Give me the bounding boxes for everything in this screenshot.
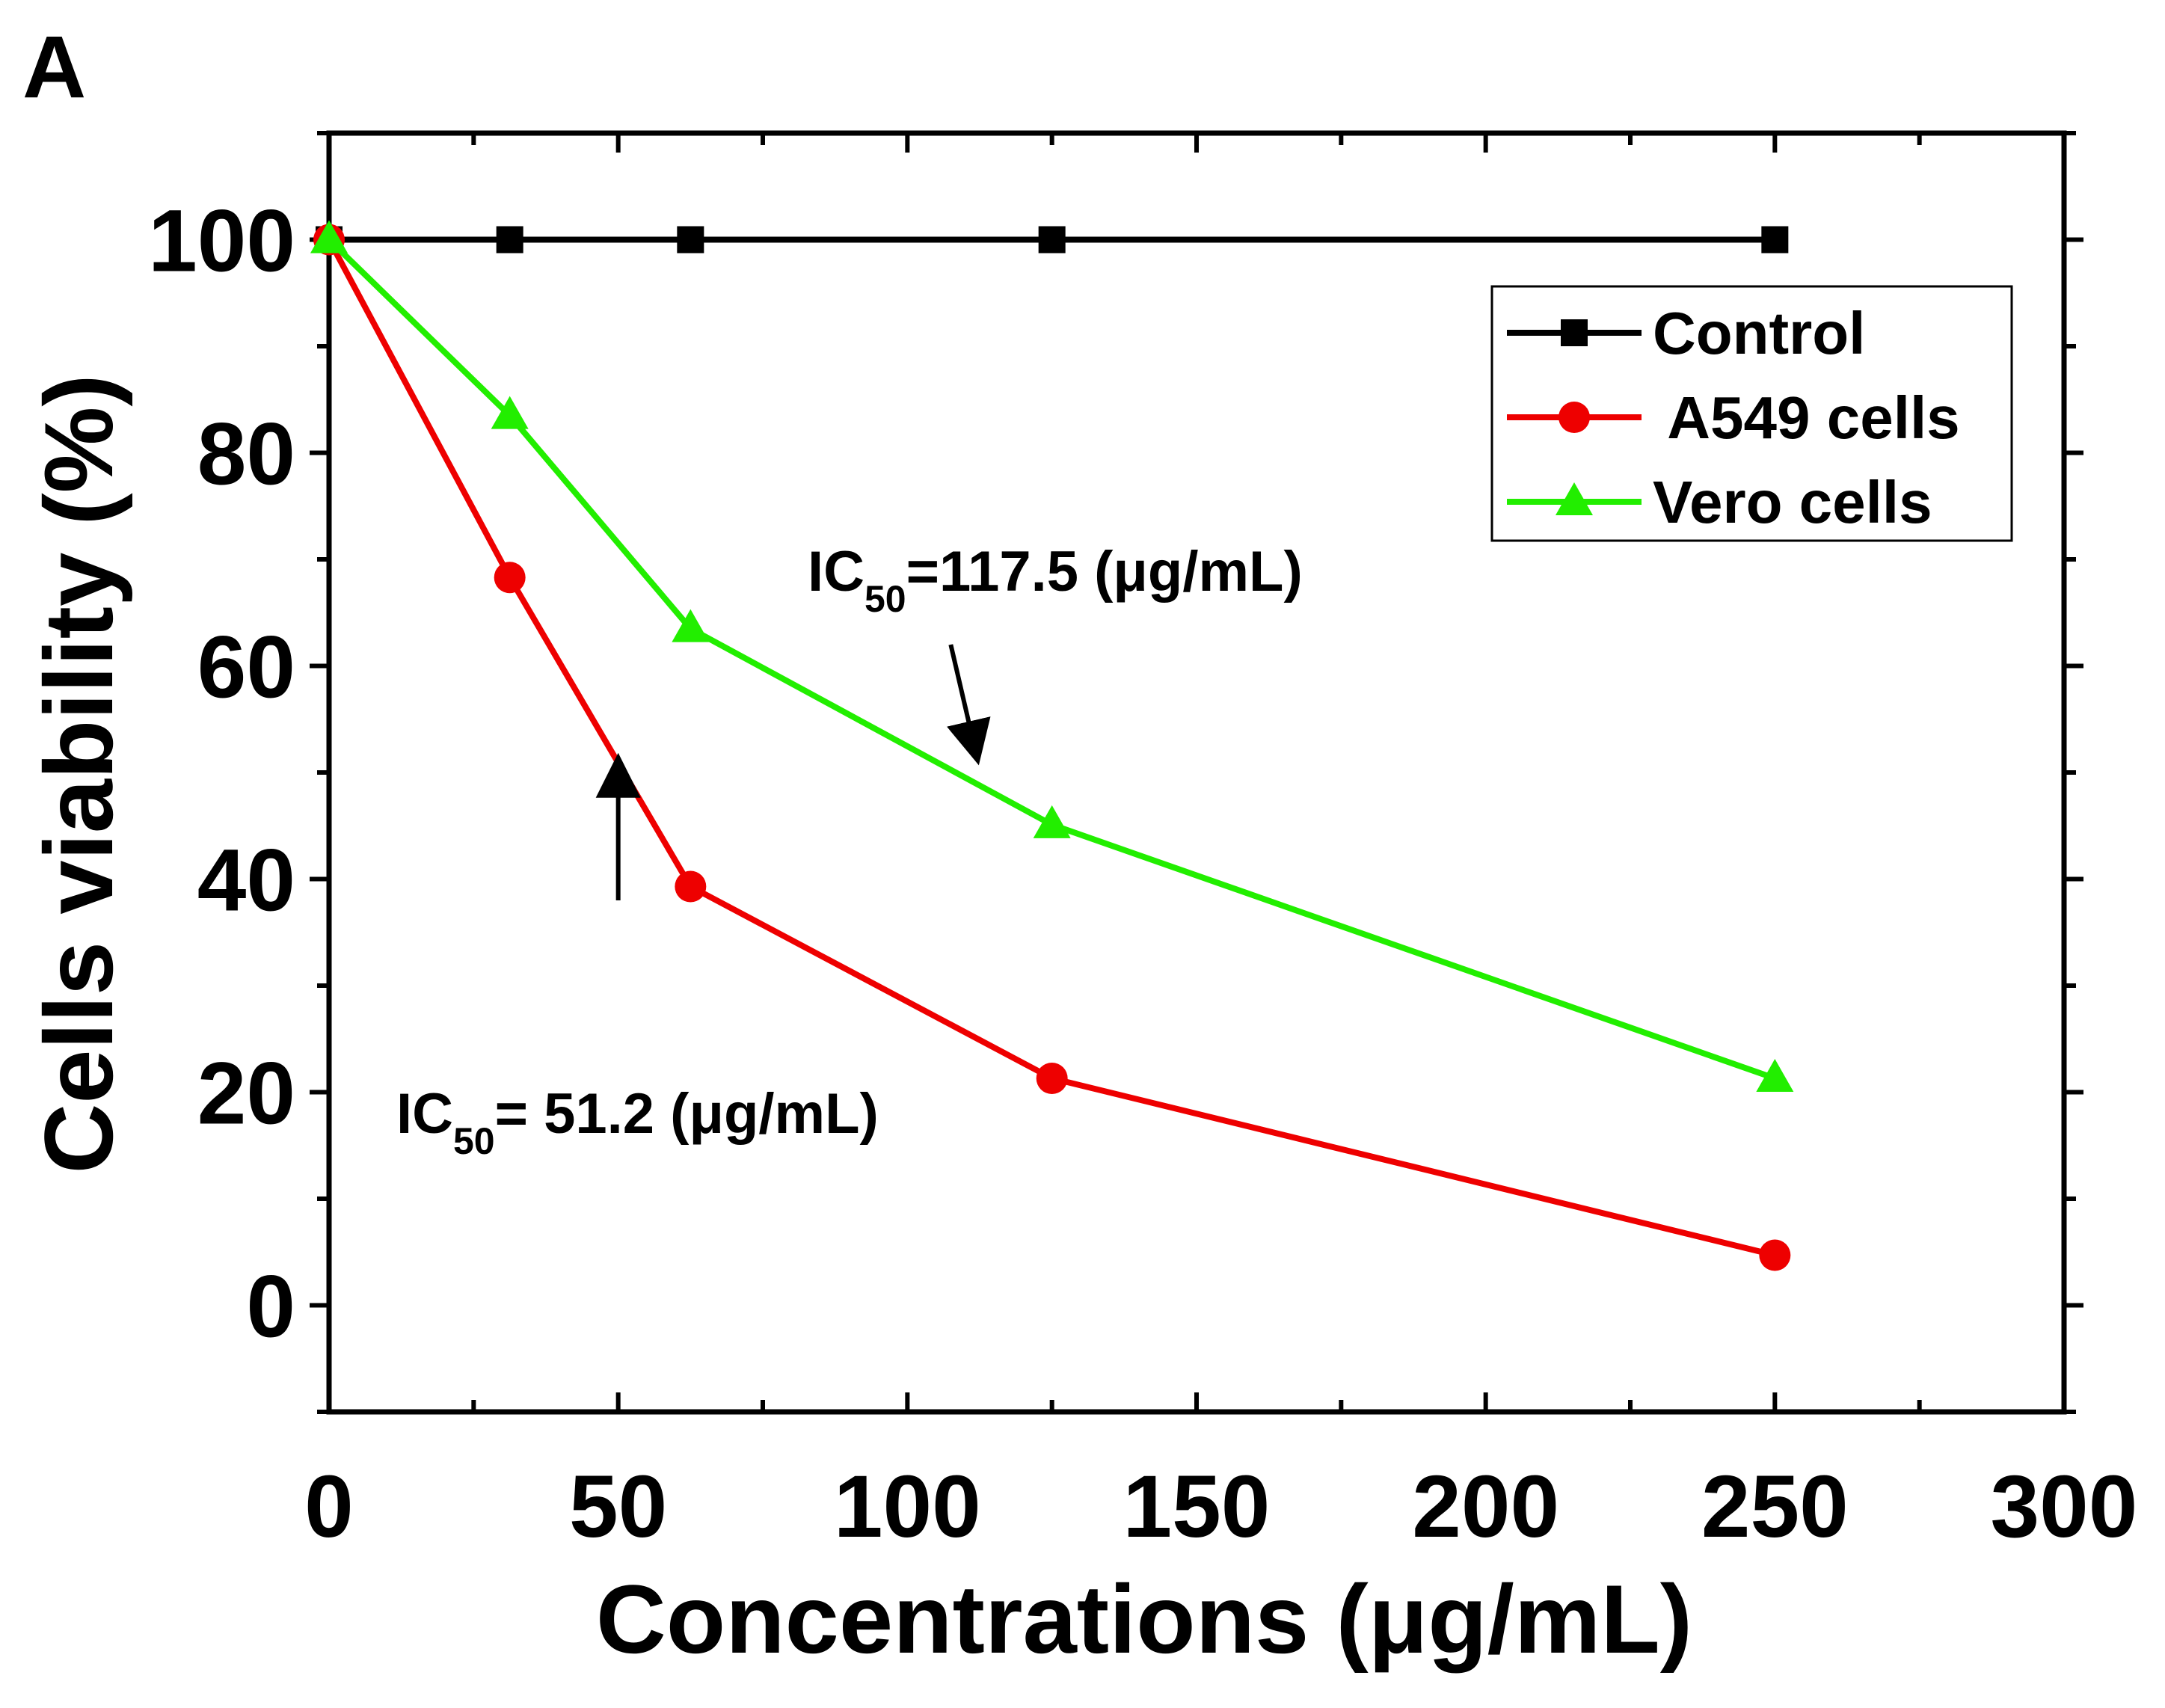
data-point [1759, 1239, 1791, 1271]
data-point [494, 562, 526, 594]
data-point [310, 220, 348, 254]
series-layer [310, 220, 1794, 1271]
y-tick-label: 100 [148, 192, 295, 291]
legend-label: Control [1653, 300, 1865, 366]
data-point [675, 870, 707, 903]
legend-marker [1559, 402, 1590, 433]
x-tick-label: 200 [1412, 1457, 1559, 1556]
ic50-value: =117.5 (μg/mL) [906, 540, 1303, 603]
annotations: IC50=117.5 (μg/mL)IC50= 51.2 (μg/mL) [396, 540, 1303, 1162]
ic50-subscript: 50 [453, 1120, 495, 1162]
legend-marker [1556, 482, 1593, 515]
data-point [1033, 805, 1071, 838]
series-2 [310, 220, 1794, 1092]
ic50-prefix: IC [396, 1082, 453, 1146]
data-point [672, 609, 710, 642]
ic50-annotation: IC50=117.5 (μg/mL) [808, 540, 1303, 766]
data-point [1761, 226, 1789, 254]
y-axis-ticks: 0 20 40 60 80 100 [148, 131, 2083, 1414]
legend: Control A549 cells Vero cells [1490, 285, 2013, 542]
y-tick-label: 20 [197, 1045, 295, 1143]
ic50-prefix: IC [808, 540, 865, 603]
series-0 [316, 226, 1789, 254]
data-point [1038, 226, 1066, 254]
x-tick-label: 150 [1123, 1457, 1271, 1556]
x-tick-label: 100 [834, 1457, 981, 1556]
panel-label: A [22, 18, 86, 117]
data-point [491, 396, 529, 429]
ic50-arrow [947, 644, 991, 766]
ic50-value: = 51.2 (μg/mL) [495, 1082, 879, 1146]
x-tick-label: 300 [1991, 1457, 2138, 1556]
x-tick-label: 250 [1701, 1457, 1849, 1556]
x-tick-label: 50 [569, 1457, 667, 1556]
ic50-label: IC50=117.5 (μg/mL) [808, 540, 1303, 620]
ic50-label: IC50= 51.2 (μg/mL) [396, 1082, 879, 1162]
legend-label: Vero cells [1653, 469, 1932, 535]
data-point [1036, 1062, 1068, 1094]
y-tick-label: 80 [197, 405, 295, 504]
y-tick-label: 40 [197, 832, 295, 930]
data-point [1756, 1058, 1794, 1092]
x-tick-label: 0 [304, 1457, 354, 1556]
x-axis-title: Concentrations (μg/mL) [596, 1564, 1692, 1674]
legend-marker [1561, 319, 1588, 346]
y-axis-title: Cells viability (%) [24, 374, 133, 1173]
legend-label: A549 cells [1653, 384, 1960, 451]
y-tick-label: 0 [246, 1258, 295, 1357]
data-point [496, 226, 523, 254]
data-point [677, 226, 704, 254]
ic50-subscript: 50 [865, 578, 906, 620]
ic50-annotation: IC50= 51.2 (μg/mL) [396, 752, 879, 1162]
y-tick-label: 60 [197, 618, 295, 717]
x-axis-ticks: 0 50 100 150 200 250 300 [304, 133, 2137, 1556]
